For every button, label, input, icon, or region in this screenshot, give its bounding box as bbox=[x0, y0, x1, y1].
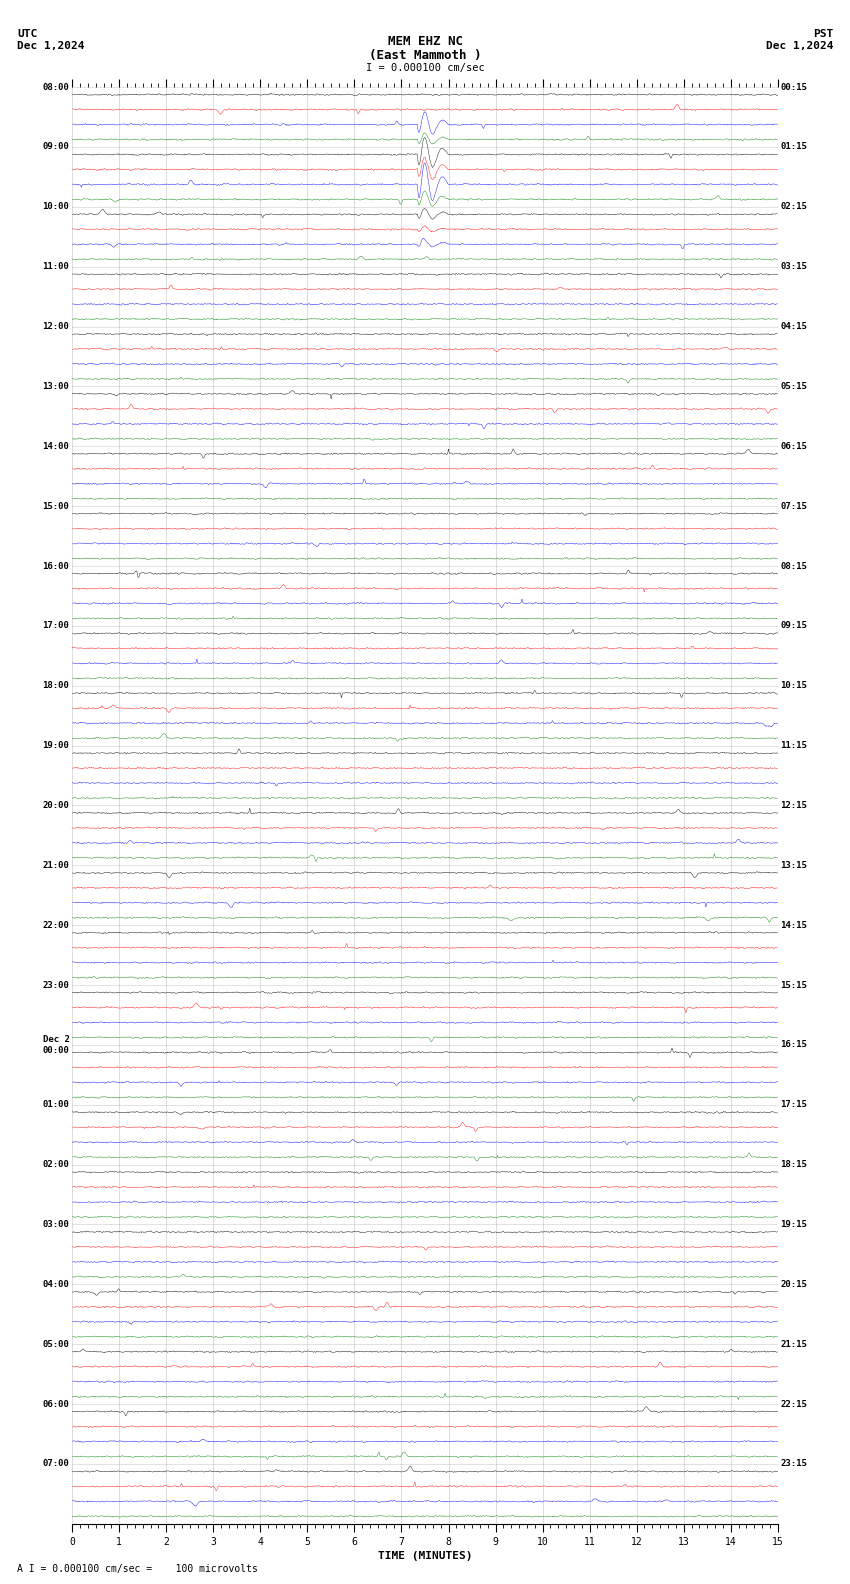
Text: (East Mammoth ): (East Mammoth ) bbox=[369, 49, 481, 62]
Text: MEM EHZ NC: MEM EHZ NC bbox=[388, 35, 462, 48]
Text: PST: PST bbox=[813, 29, 833, 38]
X-axis label: TIME (MINUTES): TIME (MINUTES) bbox=[377, 1551, 473, 1562]
Text: Dec 1,2024: Dec 1,2024 bbox=[17, 41, 84, 51]
Text: I = 0.000100 cm/sec: I = 0.000100 cm/sec bbox=[366, 63, 484, 73]
Text: UTC: UTC bbox=[17, 29, 37, 38]
Text: A I = 0.000100 cm/sec =    100 microvolts: A I = 0.000100 cm/sec = 100 microvolts bbox=[17, 1565, 258, 1574]
Text: Dec 1,2024: Dec 1,2024 bbox=[766, 41, 833, 51]
